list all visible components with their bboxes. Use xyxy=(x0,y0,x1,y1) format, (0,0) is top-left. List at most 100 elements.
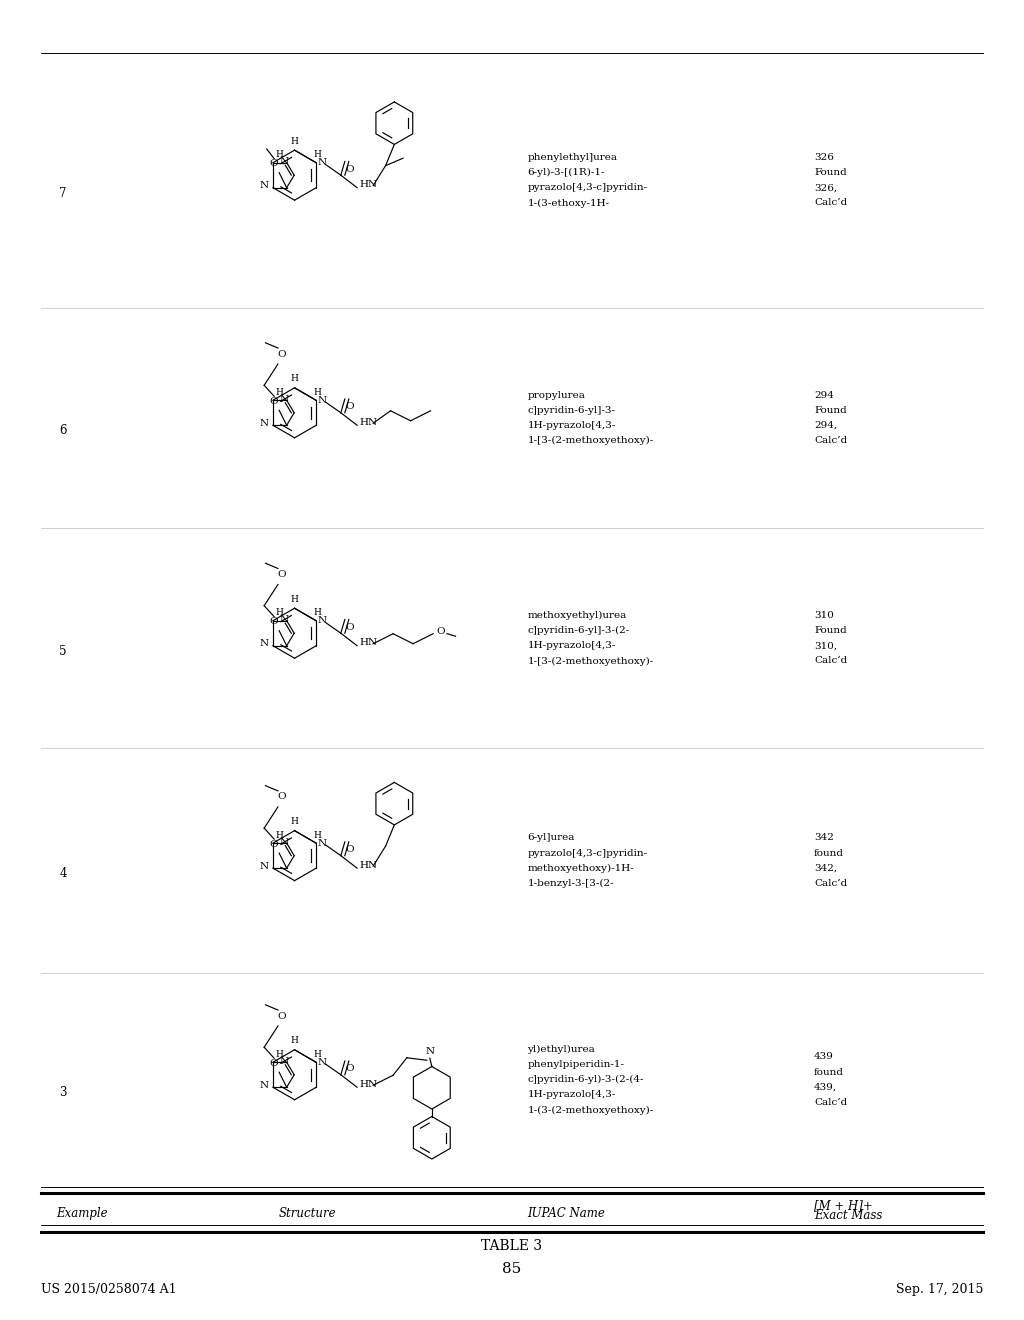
Text: Calc’d: Calc’d xyxy=(814,436,847,445)
Text: 342,: 342, xyxy=(814,863,838,873)
Text: N: N xyxy=(280,838,288,846)
Text: H: H xyxy=(275,388,284,397)
Text: O: O xyxy=(345,845,354,854)
Text: Exact Mass: Exact Mass xyxy=(814,1209,883,1222)
Text: Found: Found xyxy=(814,626,847,635)
Text: O: O xyxy=(437,627,445,636)
Text: found: found xyxy=(814,849,844,858)
Text: 1H-pyrazolo[4,3-: 1H-pyrazolo[4,3- xyxy=(527,421,615,430)
Text: N: N xyxy=(259,181,268,190)
Text: N: N xyxy=(280,1057,288,1065)
Text: 6-yl]urea: 6-yl]urea xyxy=(527,833,574,842)
Text: 310,: 310, xyxy=(814,642,838,651)
Text: 294,: 294, xyxy=(814,421,838,430)
Text: yl)ethyl)urea: yl)ethyl)urea xyxy=(527,1045,595,1053)
Text: Found: Found xyxy=(814,168,847,177)
Text: H: H xyxy=(275,609,284,618)
Text: H: H xyxy=(291,595,299,603)
Text: Example: Example xyxy=(56,1206,108,1220)
Text: O: O xyxy=(278,350,287,359)
Text: Sep. 17, 2015: Sep. 17, 2015 xyxy=(896,1283,983,1296)
Text: c]pyridin-6-yl)-3-(2-(4-: c]pyridin-6-yl)-3-(2-(4- xyxy=(527,1076,644,1084)
Text: O: O xyxy=(345,403,354,412)
Text: 439,: 439, xyxy=(814,1082,838,1092)
Text: 310: 310 xyxy=(814,611,834,620)
Text: HN: HN xyxy=(359,180,377,189)
Text: 6: 6 xyxy=(59,425,67,437)
Text: HN: HN xyxy=(359,417,377,426)
Text: pyrazolo[4,3-c]pyridin-: pyrazolo[4,3-c]pyridin- xyxy=(527,849,647,858)
Text: H: H xyxy=(314,830,322,840)
Text: 294: 294 xyxy=(814,391,834,400)
Text: H: H xyxy=(291,137,299,145)
Text: TABLE 3: TABLE 3 xyxy=(481,1239,543,1253)
Text: 7: 7 xyxy=(59,187,67,199)
Text: O: O xyxy=(345,1064,354,1073)
Text: 342: 342 xyxy=(814,833,834,842)
Text: found: found xyxy=(814,1068,844,1077)
Text: H: H xyxy=(291,375,299,383)
Text: 6-yl)-3-[(1R)-1-: 6-yl)-3-[(1R)-1- xyxy=(527,168,605,177)
Text: 1-[3-(2-methoxyethoxy)-: 1-[3-(2-methoxyethoxy)- xyxy=(527,656,653,665)
Text: H: H xyxy=(314,150,322,160)
Text: 326,: 326, xyxy=(814,183,838,193)
Text: O: O xyxy=(270,397,279,405)
Text: N: N xyxy=(317,838,327,847)
Text: methoxyethyl)urea: methoxyethyl)urea xyxy=(527,611,627,620)
Text: N: N xyxy=(259,862,268,871)
Text: Calc’d: Calc’d xyxy=(814,1098,847,1107)
Text: 1-(3-ethoxy-1H-: 1-(3-ethoxy-1H- xyxy=(527,198,609,207)
Text: phenylethyl]urea: phenylethyl]urea xyxy=(527,153,617,162)
Text: H: H xyxy=(314,1049,322,1059)
Text: N: N xyxy=(317,616,327,626)
Text: Found: Found xyxy=(814,405,847,414)
Text: H: H xyxy=(291,817,299,826)
Text: US 2015/0258074 A1: US 2015/0258074 A1 xyxy=(41,1283,176,1296)
Text: 1-[3-(2-methoxyethoxy)-: 1-[3-(2-methoxyethoxy)- xyxy=(527,436,653,445)
Text: H: H xyxy=(314,388,322,397)
Text: O: O xyxy=(345,165,354,174)
Text: Calc’d: Calc’d xyxy=(814,198,847,207)
Text: 439: 439 xyxy=(814,1052,834,1061)
Text: N: N xyxy=(259,418,268,428)
Text: methoxyethoxy)-1H-: methoxyethoxy)-1H- xyxy=(527,863,634,873)
Text: O: O xyxy=(278,792,287,801)
Text: N: N xyxy=(280,157,288,166)
Text: N: N xyxy=(317,158,327,168)
Text: c]pyridin-6-yl]-3-: c]pyridin-6-yl]-3- xyxy=(527,405,615,414)
Text: pyrazolo[4,3-c]pyridin-: pyrazolo[4,3-c]pyridin- xyxy=(527,183,647,193)
Text: 1H-pyrazolo[4,3-: 1H-pyrazolo[4,3- xyxy=(527,1090,615,1100)
Text: Calc’d: Calc’d xyxy=(814,656,847,665)
Text: O: O xyxy=(270,160,279,168)
Text: O: O xyxy=(270,1059,279,1068)
Text: IUPAC Name: IUPAC Name xyxy=(527,1206,605,1220)
Text: N: N xyxy=(425,1047,434,1056)
Text: N: N xyxy=(317,396,327,405)
Text: H: H xyxy=(275,1049,284,1059)
Text: N: N xyxy=(259,1081,268,1090)
Text: N: N xyxy=(280,395,288,404)
Text: 1-benzyl-3-[3-(2-: 1-benzyl-3-[3-(2- xyxy=(527,879,614,888)
Text: O: O xyxy=(270,840,279,849)
Text: H: H xyxy=(275,150,284,160)
Text: HN: HN xyxy=(359,639,377,647)
Text: 5: 5 xyxy=(59,645,67,657)
Text: N: N xyxy=(280,615,288,624)
Text: [M + H]+: [M + H]+ xyxy=(814,1199,872,1212)
Text: O: O xyxy=(345,623,354,632)
Text: c]pyridin-6-yl]-3-(2-: c]pyridin-6-yl]-3-(2- xyxy=(527,626,630,635)
Text: O: O xyxy=(270,618,279,626)
Text: 326: 326 xyxy=(814,153,834,162)
Text: Calc’d: Calc’d xyxy=(814,879,847,888)
Text: 85: 85 xyxy=(503,1262,521,1275)
Text: O: O xyxy=(278,570,287,579)
Text: H: H xyxy=(314,609,322,618)
Text: propylurea: propylurea xyxy=(527,391,586,400)
Text: HN: HN xyxy=(359,1080,377,1089)
Text: N: N xyxy=(317,1057,327,1067)
Text: H: H xyxy=(275,830,284,840)
Text: N: N xyxy=(259,639,268,648)
Text: 4: 4 xyxy=(59,867,67,880)
Text: 3: 3 xyxy=(59,1086,67,1100)
Text: phenylpiperidin-1-: phenylpiperidin-1- xyxy=(527,1060,625,1069)
